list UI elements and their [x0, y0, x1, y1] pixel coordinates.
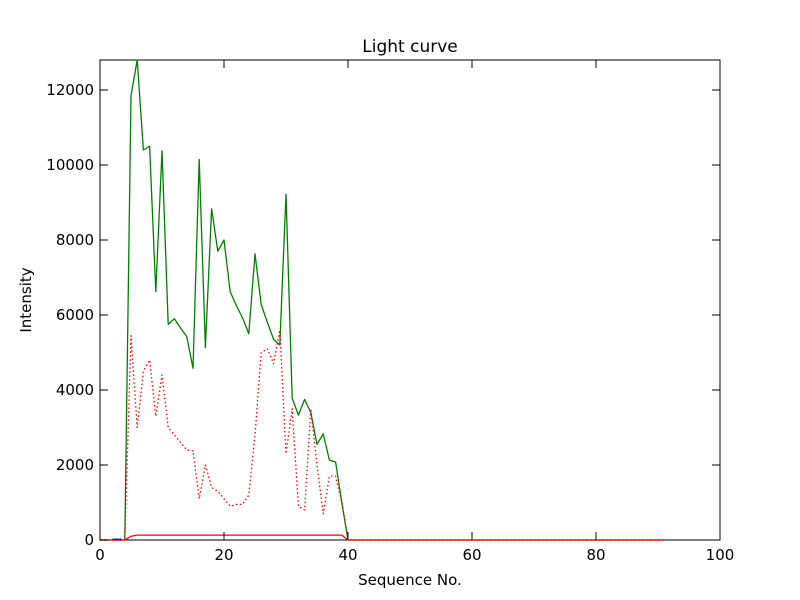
ticks-layer: 0 20 40 60 80 100 0 2000 4000 6000 8000 10000 12000 [46, 60, 734, 564]
x-tick-label: 60 [462, 546, 481, 564]
plot-area [99, 59, 721, 541]
y-tick-label: 0 [84, 531, 94, 549]
x-tick-label: 0 [95, 546, 105, 564]
x-axis-label: Sequence No. [358, 571, 462, 589]
y-tick-label: 8000 [56, 231, 94, 249]
y-axis-label: Intensity [17, 267, 35, 332]
y-tick-label: 12000 [46, 81, 94, 99]
x-tick-label: 80 [586, 546, 605, 564]
y-tick-label: 2000 [56, 456, 94, 474]
y-tick-label: 4000 [56, 381, 94, 399]
series-layer [100, 59, 665, 541]
y-tick-label: 10000 [46, 156, 94, 174]
x-tick-label: 100 [706, 546, 735, 564]
y-tick-label: 6000 [56, 306, 94, 324]
x-tick-label: 40 [338, 546, 357, 564]
series-line-2 [100, 534, 665, 541]
chart-title: Light curve [362, 37, 457, 57]
x-tick-label: 20 [214, 546, 233, 564]
